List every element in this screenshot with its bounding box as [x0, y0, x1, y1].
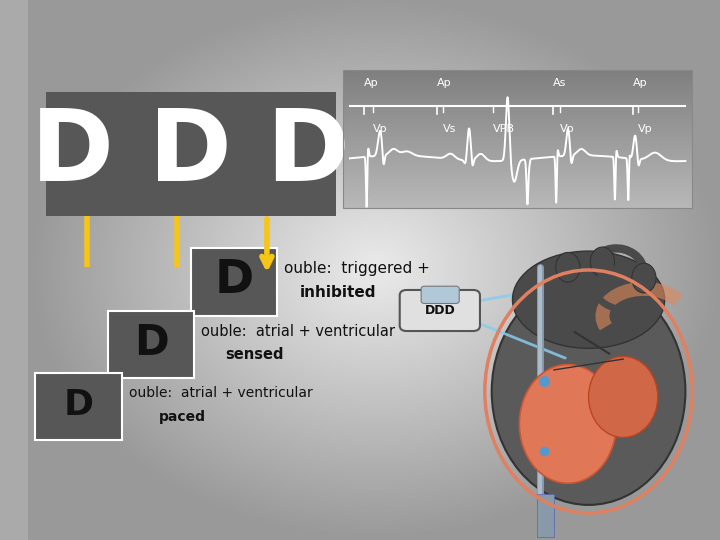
Ellipse shape: [590, 247, 614, 276]
FancyBboxPatch shape: [400, 290, 480, 331]
Text: D: D: [63, 388, 94, 422]
Ellipse shape: [513, 251, 665, 348]
Ellipse shape: [632, 263, 656, 293]
Text: DDD: DDD: [425, 304, 455, 317]
Text: Ap: Ap: [633, 78, 647, 87]
Bar: [45, 92, 336, 216]
Bar: [536, 494, 554, 537]
Ellipse shape: [492, 278, 685, 505]
Text: ouble:  atrial + ventricular: ouble: atrial + ventricular: [129, 386, 312, 400]
Bar: [35, 373, 122, 440]
Bar: [191, 248, 277, 316]
Text: VPB: VPB: [493, 124, 516, 134]
Text: inhibited: inhibited: [300, 285, 376, 300]
Bar: [343, 70, 693, 208]
Text: D D D: D D D: [32, 105, 350, 202]
Text: Ap: Ap: [364, 78, 379, 87]
Bar: [108, 310, 194, 378]
Ellipse shape: [519, 364, 616, 483]
Text: Vp: Vp: [638, 124, 653, 134]
Text: Vp: Vp: [559, 124, 575, 134]
Text: D: D: [134, 322, 168, 364]
Text: As: As: [552, 78, 566, 87]
Text: Vp: Vp: [373, 124, 387, 134]
Ellipse shape: [588, 356, 658, 437]
Text: paced: paced: [158, 410, 206, 424]
Text: ouble:  triggered +: ouble: triggered +: [284, 261, 430, 276]
Text: D: D: [215, 258, 253, 303]
Text: Ap: Ap: [437, 78, 452, 87]
FancyBboxPatch shape: [421, 286, 459, 303]
Text: ouble:  atrial + ventricular: ouble: atrial + ventricular: [201, 323, 395, 339]
Ellipse shape: [556, 252, 580, 282]
Text: Vs: Vs: [443, 124, 456, 134]
Text: sensed: sensed: [225, 347, 284, 362]
